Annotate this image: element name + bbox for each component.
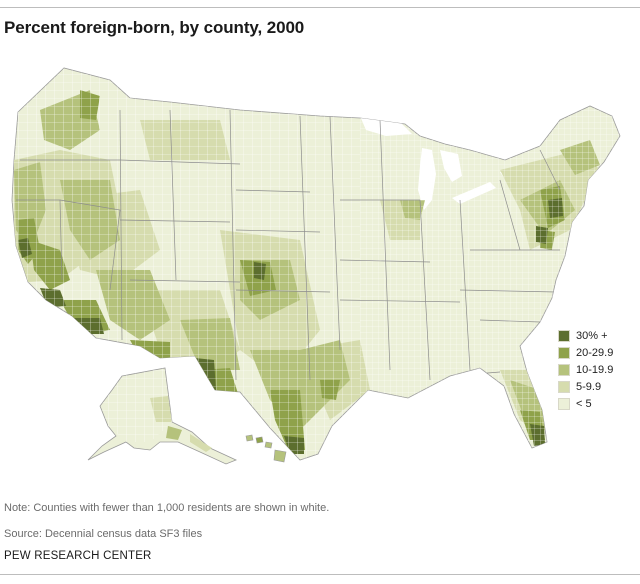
legend-swatch (558, 330, 570, 342)
source-text: Source: Decennial census data SF3 files (4, 528, 203, 540)
legend-item-10-19-9: 10-19.9 (558, 362, 613, 378)
state-borders (16, 109, 561, 381)
legend-swatch (558, 347, 570, 359)
hawaii (245, 434, 287, 463)
legend-label: 5-9.9 (576, 381, 602, 393)
legend-item-30-plus: 30% + (558, 328, 613, 344)
legend-swatch (558, 364, 570, 376)
top-rule (0, 7, 640, 8)
legend-item-20-29-9: 20-29.9 (558, 345, 613, 361)
legend: 30% + 20-29.9 10-19.9 5-9.9 < 5 (558, 328, 613, 413)
legend-label: 20-29.9 (576, 347, 614, 359)
legend-item-5-9-9: 5-9.9 (558, 379, 613, 395)
legend-swatch (558, 398, 570, 410)
note-text: Note: Counties with fewer than 1,000 res… (4, 502, 330, 514)
legend-label: 30% + (576, 330, 608, 342)
brand-name: PEW RESEARCH CENTER (4, 550, 152, 562)
map-title: Percent foreign-born, by county, 2000 (4, 18, 305, 37)
bottom-rule (0, 574, 640, 575)
us-county-map (11, 67, 621, 465)
alaska (87, 367, 238, 465)
legend-swatch (558, 381, 570, 393)
legend-label: 10-19.9 (576, 364, 614, 376)
legend-item-under-5: < 5 (558, 396, 613, 412)
contiguous-us (11, 67, 621, 461)
legend-label: < 5 (576, 398, 592, 410)
